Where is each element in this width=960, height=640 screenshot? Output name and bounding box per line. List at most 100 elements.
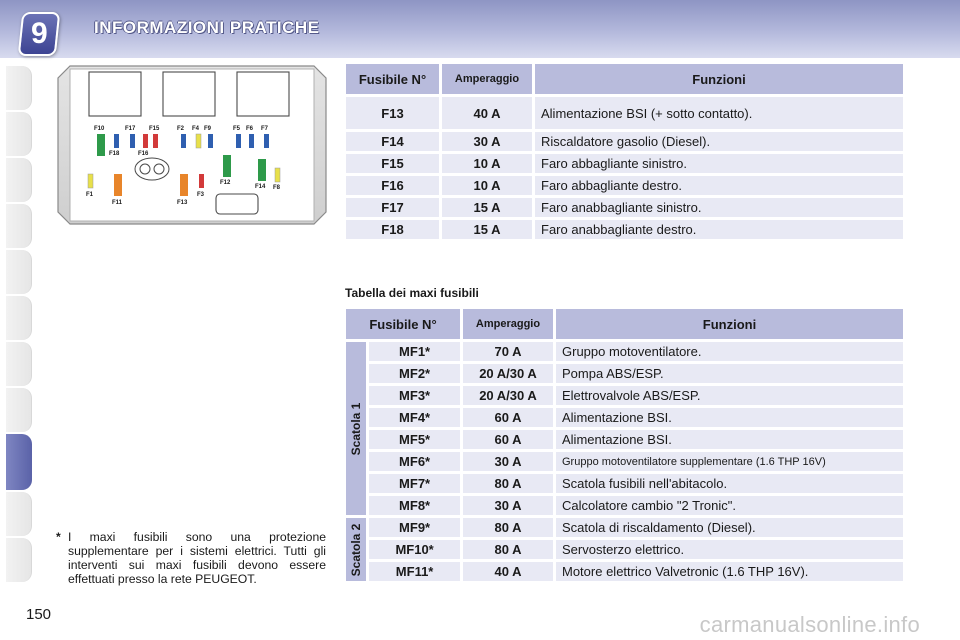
fuse-f10 <box>97 134 105 156</box>
fuse-f5 <box>236 134 241 148</box>
fuse-amperage: 10 A <box>442 176 532 195</box>
fuse-amperage: 80 A <box>463 474 553 493</box>
fuse-f3 <box>199 174 204 188</box>
fuse-number: F18 <box>346 220 439 239</box>
chapter-badge: 9 <box>17 12 61 56</box>
chapter-tab[interactable] <box>6 66 32 110</box>
chapter-tab[interactable] <box>6 112 32 156</box>
fuse-number: F14 <box>346 132 439 151</box>
page-number: 150 <box>26 606 52 623</box>
maxi-table-title: Tabella dei maxi fusibili <box>345 286 479 300</box>
fuse-number: MF8* <box>369 496 460 515</box>
fuse-function: Faro abbagliante sinistro. <box>535 154 903 173</box>
table-row: F15 10 A Faro abbagliante sinistro. <box>346 154 903 173</box>
fuse-f14 <box>258 159 266 181</box>
group-cell-box-2: Scatola 2 <box>346 518 367 581</box>
fuse-function: Alimentazione BSI. <box>556 430 903 449</box>
fuse-amperage: 15 A <box>442 198 532 217</box>
group-label: Scatola 2 <box>349 523 364 576</box>
fuse-function: Scatola di riscaldamento (Diesel). <box>556 518 903 537</box>
page-header: 9 INFORMAZIONI PRATICHE <box>0 0 960 58</box>
chapter-tab[interactable] <box>6 342 32 386</box>
fuse-amperage: 30 A <box>442 132 532 151</box>
fuse-label: F6 <box>246 126 254 132</box>
chapter-tab[interactable] <box>6 296 32 340</box>
fuse-f17 <box>130 134 135 148</box>
fuse-amperage: 30 A <box>463 496 553 515</box>
fuse-f15 <box>153 134 158 148</box>
table-row: F17 15 A Faro anabbagliante sinistro. <box>346 198 903 217</box>
fuse-function: Alimentazione BSI. <box>556 408 903 427</box>
fuse-amperage: 80 A <box>463 540 553 559</box>
col-header-functions: Funzioni <box>535 64 903 94</box>
fuse-f9 <box>208 134 213 148</box>
chapter-tab[interactable] <box>6 204 32 248</box>
fuse-label: F3 <box>197 192 205 198</box>
table-header-row: Fusibile N° Amperaggio Funzioni <box>346 64 903 94</box>
fuse-number: MF5* <box>369 430 460 449</box>
col-header-fuse: Fusibile N° <box>346 309 460 339</box>
fuse-number: MF3* <box>369 386 460 405</box>
fuse-label: F1 <box>86 192 94 198</box>
fuse-label: F13 <box>177 200 188 206</box>
group-label: Scatola 1 <box>349 402 364 455</box>
fuse-label: F17 <box>125 126 136 132</box>
maxi-fuse-table: Fusibile N° Amperaggio Funzioni Scatola … <box>343 306 906 584</box>
fuse-f13 <box>180 174 188 196</box>
fuse-label: F12 <box>220 180 231 186</box>
fuse-number: MF1* <box>369 342 460 361</box>
fuse-f6 <box>249 134 254 148</box>
fuse-label: F18 <box>109 151 120 157</box>
fuse-function: Motore elettrico Valvetronic (1.6 THP 16… <box>556 562 903 581</box>
col-header-amperage: Amperaggio <box>463 309 553 339</box>
table-row: MF6* 30 A Gruppo motoventilatore supplem… <box>346 452 903 471</box>
fuse-amperage: 60 A <box>463 430 553 449</box>
chapter-tab[interactable] <box>6 388 32 432</box>
page-title: INFORMAZIONI PRATICHE <box>94 18 320 37</box>
fuse-amperage: 15 A <box>442 220 532 239</box>
chapter-tab-active[interactable] <box>6 434 32 490</box>
fuse-amperage: 40 A <box>442 97 532 129</box>
fuse-f7 <box>264 134 269 148</box>
fuse-f8 <box>274 167 281 183</box>
table-row: MF10* 80 A Servosterzo elettrico. <box>346 540 903 559</box>
fuse-function: Pompa ABS/ESP. <box>556 364 903 383</box>
chapter-tab[interactable] <box>6 492 32 536</box>
fuse-f1 <box>87 173 94 189</box>
chapter-tab[interactable] <box>6 158 32 202</box>
fuse-f12 <box>223 155 231 177</box>
table-row: Scatola 1 MF1* 70 A Gruppo motoventilato… <box>346 342 903 515</box>
fuse-amperage: 30 A <box>463 452 553 471</box>
fuse-table: Fusibile N° Amperaggio Funzioni F13 40 A… <box>343 61 906 242</box>
fuse-label: F10 <box>94 126 105 132</box>
fuse-function: Faro anabbagliante destro. <box>535 220 903 239</box>
fuse-function: Servosterzo elettrico. <box>556 540 903 559</box>
chapter-tab[interactable] <box>6 250 32 294</box>
fuse-function: Alimentazione BSI (+ sotto contatto). <box>535 97 903 129</box>
fuse-amperage: 10 A <box>442 154 532 173</box>
table-row: MF4* 60 A Alimentazione BSI. <box>346 408 903 427</box>
footnote-asterisk: * <box>56 530 61 544</box>
table-row: F13 40 A Alimentazione BSI (+ sotto cont… <box>346 97 903 129</box>
table-row: MF5* 60 A Alimentazione BSI. <box>346 430 903 449</box>
fuse-number: MF7* <box>369 474 460 493</box>
fuse-number: MF11* <box>369 562 460 581</box>
col-header-amperage: Amperaggio <box>442 64 532 94</box>
table-row: MF7* 80 A Scatola fusibili nell'abitacol… <box>346 474 903 493</box>
chapter-tab[interactable] <box>6 538 32 582</box>
fuse-label: F7 <box>261 126 269 132</box>
col-header-functions: Funzioni <box>556 309 903 339</box>
fuse-function: Scatola fusibili nell'abitacolo. <box>556 474 903 493</box>
fuse-f2 <box>181 134 186 148</box>
fuse-box-diagram: F10 F17 F15 F2 F4 F9 F5 F6 F7 F18 F16 F1… <box>57 65 327 225</box>
fuse-f18 <box>114 134 119 148</box>
fuse-function: Gruppo motoventilatore. <box>556 342 903 361</box>
footnote-text: I maxi fusibili sono una protezione supp… <box>68 530 326 586</box>
fuse-number: F15 <box>346 154 439 173</box>
footnote: * I maxi fusibili sono una protezione su… <box>56 530 326 586</box>
table-row: MF11* 40 A Motore elettrico Valvetronic … <box>346 562 903 581</box>
fuse-label: F5 <box>233 126 241 132</box>
col-header-fuse: Fusibile N° <box>346 64 439 94</box>
fuse-label: F9 <box>204 126 212 132</box>
fuse-amperage: 60 A <box>463 408 553 427</box>
